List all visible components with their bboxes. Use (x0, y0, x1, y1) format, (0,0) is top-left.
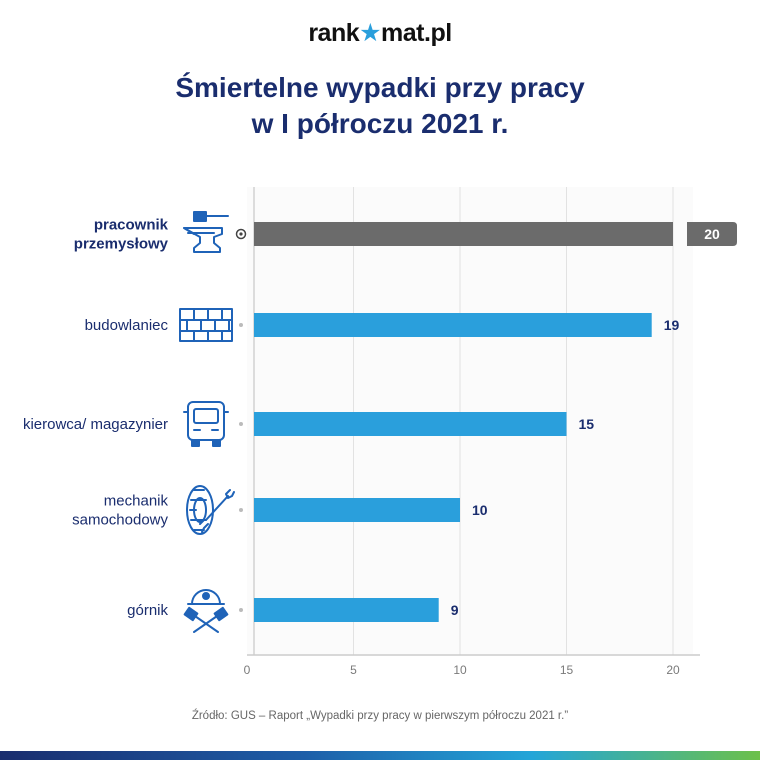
x-tick-label: 5 (350, 663, 357, 677)
bottom-gradient-bar (0, 751, 760, 760)
value-badge (687, 222, 737, 246)
star-icon: ★ (359, 19, 382, 47)
category-label: kierowca/ magazynier (23, 416, 168, 433)
category-label: mechanik (104, 493, 169, 510)
value-label: 20 (704, 226, 720, 242)
bar (254, 598, 439, 622)
anvil-hammer-icon (183, 211, 229, 253)
bar (254, 222, 673, 246)
tire-wrench-icon (186, 485, 235, 535)
axis-dot (239, 608, 243, 612)
highlight-marker-dot (239, 232, 243, 236)
miner-helmet-pickaxe-icon (183, 589, 229, 633)
category-label: przemysłowy (74, 236, 169, 253)
category-label: górnik (127, 602, 168, 619)
axis-dot (239, 508, 243, 512)
logo-text-start: rank (308, 19, 360, 47)
value-label: 19 (664, 317, 680, 333)
value-label: 9 (451, 602, 459, 618)
x-tick-label: 10 (453, 663, 467, 677)
logo-text-end: mat.pl (381, 19, 452, 47)
x-tick-label: 20 (666, 663, 680, 677)
value-label: 10 (472, 502, 488, 518)
x-tick-label: 15 (560, 663, 574, 677)
category-label: budowlaniec (85, 317, 169, 334)
bar (254, 313, 652, 337)
chart-title-line-1: Śmiertelne wypadki przy pracy (175, 72, 585, 103)
axis-dot (239, 323, 243, 327)
axis-dot (239, 422, 243, 426)
truck-icon (183, 401, 229, 447)
category-label: samochodowy (72, 512, 168, 529)
brick-wall-icon (179, 308, 233, 342)
bar (254, 498, 460, 522)
category-label: pracownik (94, 217, 169, 234)
source-note: Źródło: GUS – Raport „Wypadki przy pracy… (191, 710, 569, 722)
value-label: 15 (579, 416, 595, 432)
x-tick-label: 0 (244, 663, 251, 677)
chart-title: Śmiertelne wypadki przy pracy w I półroc… (0, 70, 760, 142)
bar (254, 412, 567, 436)
brand-logo: rank★mat.pl (0, 18, 760, 48)
chart-title-line-2: w I półroczu 2021 r. (251, 108, 509, 139)
